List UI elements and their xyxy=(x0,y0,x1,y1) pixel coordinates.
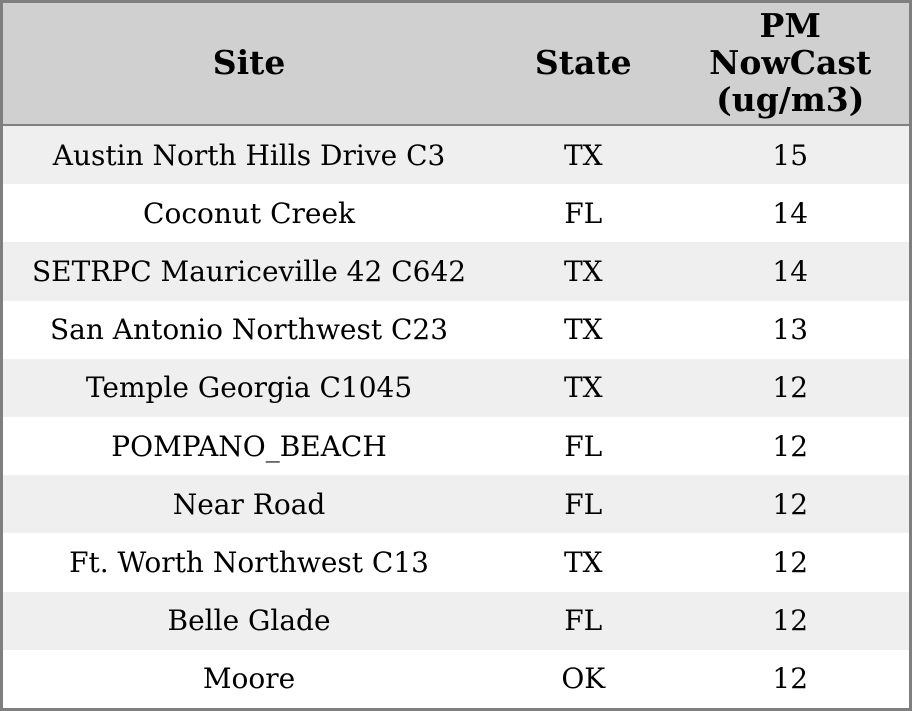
state-cell: TX xyxy=(563,254,603,288)
site-cell: POMPANO_BEACH xyxy=(111,429,387,463)
state-cell: FL xyxy=(564,429,603,463)
site-cell: San Antonio Northwest C23 xyxy=(50,313,449,347)
state-cell: TX xyxy=(563,138,603,172)
pm-cell: 12 xyxy=(772,487,809,521)
site-cell: Near Road xyxy=(172,487,326,521)
table-header: Site State PM NowCast (ug/m3) xyxy=(1,1,911,126)
pm-cell: 14 xyxy=(772,196,809,230)
table-row: Temple Georgia C1045 TX 12 xyxy=(1,358,911,417)
table-row: Moore OK 12 xyxy=(1,649,911,710)
site-cell: Ft. Worth Northwest C13 xyxy=(69,545,429,579)
header-row: Site State PM NowCast (ug/m3) xyxy=(1,1,911,126)
pm-cell: 15 xyxy=(772,138,809,172)
site-cell: Austin North Hills Drive C3 xyxy=(52,138,446,172)
column-header-state: State xyxy=(495,1,672,126)
state-cell: FL xyxy=(564,487,603,521)
site-cell: Coconut Creek xyxy=(143,196,356,230)
state-cell: TX xyxy=(563,313,603,347)
table-row: Belle Glade FL 12 xyxy=(1,591,911,650)
table-row: Coconut Creek FL 14 xyxy=(1,184,911,243)
table-body: Austin North Hills Drive C3 TX 15 Coconu… xyxy=(1,125,911,710)
pm-cell: 14 xyxy=(772,254,809,288)
column-header-site: Site xyxy=(1,1,496,126)
state-cell: TX xyxy=(563,371,603,405)
pm-cell: 12 xyxy=(772,604,809,638)
pm-cell: 12 xyxy=(772,662,809,696)
table-row: San Antonio Northwest C23 TX 13 xyxy=(1,300,911,359)
state-cell: OK xyxy=(561,662,606,696)
table-row: Near Road FL 12 xyxy=(1,475,911,534)
column-header-pm-nowcast: PM NowCast (ug/m3) xyxy=(671,1,911,126)
site-cell: Moore xyxy=(202,662,296,696)
state-cell: FL xyxy=(564,196,603,230)
site-cell: Temple Georgia C1045 xyxy=(85,371,413,405)
site-cell: Belle Glade xyxy=(167,604,331,638)
site-cell: SETRPC Mauriceville 42 C642 xyxy=(31,254,467,288)
pm-cell: 12 xyxy=(772,429,809,463)
state-cell: FL xyxy=(564,604,603,638)
table-row: POMPANO_BEACH FL 12 xyxy=(1,416,911,476)
state-cell: TX xyxy=(563,545,603,579)
table-row: SETRPC Mauriceville 42 C642 TX 14 xyxy=(1,242,911,301)
table-row: Ft. Worth Northwest C13 TX 12 xyxy=(1,533,911,592)
pm-cell: 13 xyxy=(772,313,809,347)
table-row: Austin North Hills Drive C3 TX 15 xyxy=(1,125,911,185)
pm-cell: 12 xyxy=(772,371,809,405)
pm-cell: 12 xyxy=(772,545,809,579)
